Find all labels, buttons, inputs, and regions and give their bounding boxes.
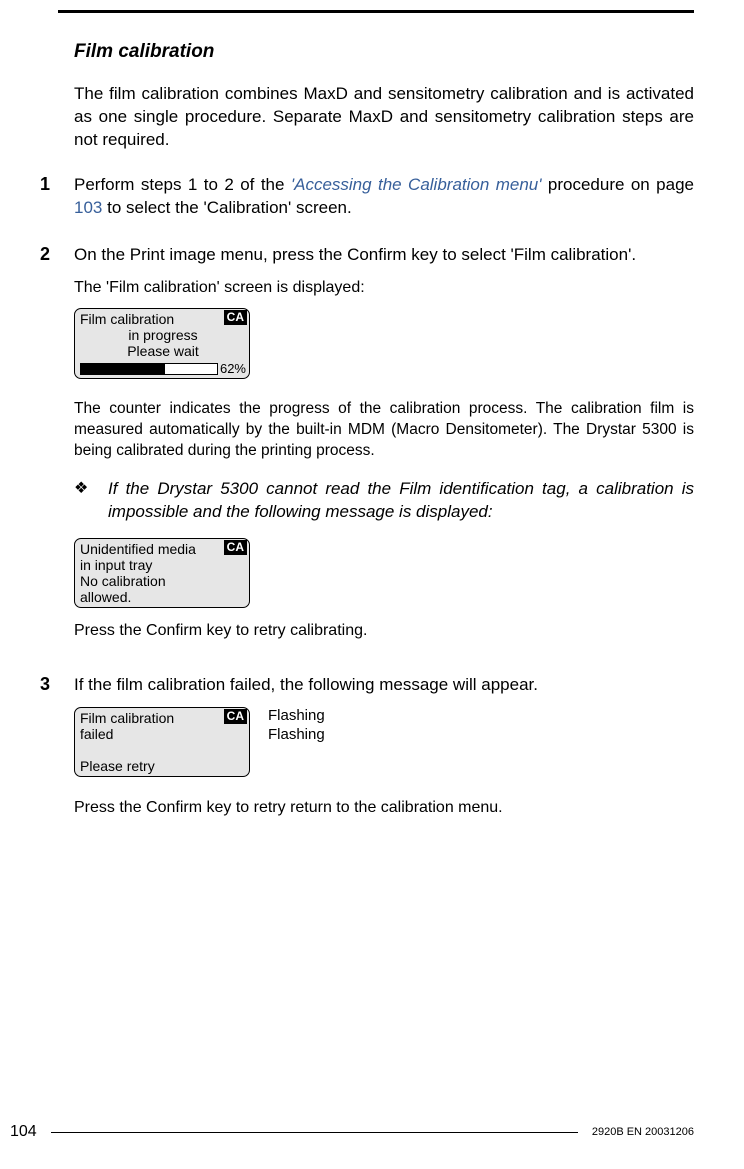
lcd-line: No calibration xyxy=(80,573,246,589)
page: Film calibration The film calibration co… xyxy=(0,0,744,1169)
top-rule xyxy=(58,10,694,13)
lcd-line: Film calibration xyxy=(80,311,246,327)
lcd-line: Unidentified media xyxy=(80,541,246,557)
step-3: 3 If the film calibration failed, the fo… xyxy=(40,674,694,829)
lcd-screen-error: CA Unidentified media in input tray No c… xyxy=(74,538,694,608)
page-number: 104 xyxy=(10,1123,37,1141)
progress-fill xyxy=(81,364,165,374)
lcd-line: in progress xyxy=(80,327,246,343)
progress-percent: 62% xyxy=(220,362,246,377)
note: ❖ If the Drystar 5300 cannot read the Fi… xyxy=(74,478,694,524)
lcd-badge: CA xyxy=(224,540,247,555)
step-body: Perform steps 1 to 2 of the 'Accessing t… xyxy=(74,174,694,230)
step-body: If the film calibration failed, the foll… xyxy=(74,674,694,829)
lcd-badge: CA xyxy=(224,709,247,724)
step-2: 2 On the Print image menu, press the Con… xyxy=(40,244,694,660)
note-bullet-icon: ❖ xyxy=(74,478,108,524)
lcd-line: in input tray xyxy=(80,557,246,573)
content-column: Film calibration The film calibration co… xyxy=(74,41,694,829)
progress-bar xyxy=(80,363,218,375)
progress-row: 62% xyxy=(80,362,246,377)
lcd-line: allowed. xyxy=(80,589,246,605)
step-subtext: Press the Confirm key to retry return to… xyxy=(74,797,694,819)
document-id: 2920B EN 20031206 xyxy=(592,1126,694,1138)
lcd-screen-progress: CA Film calibration in progress Please w… xyxy=(74,308,694,379)
lcd-badge: CA xyxy=(224,310,247,325)
text: to select the 'Calibration' screen. xyxy=(102,198,351,217)
lcd-line: failed xyxy=(80,726,246,742)
lcd-line xyxy=(80,742,246,758)
lcd-display: CA Film calibration failed Please retry xyxy=(74,707,250,777)
step-body: On the Print image menu, press the Confi… xyxy=(74,244,694,660)
side-annotation: Flashing Flashing xyxy=(268,707,325,745)
lcd-display: CA Film calibration in progress Please w… xyxy=(74,308,250,379)
step-number: 1 xyxy=(40,174,74,230)
intro-paragraph: The film calibration combines MaxD and s… xyxy=(74,83,694,152)
page-footer: 104 2920B EN 20031206 xyxy=(0,1123,744,1141)
text: Perform steps 1 to 2 of the xyxy=(74,175,291,194)
footer-rule xyxy=(51,1132,578,1133)
lcd-line: Film calibration xyxy=(80,710,246,726)
step-explanation: The counter indicates the progress of th… xyxy=(74,399,694,462)
flashing-label: Flashing xyxy=(268,726,325,745)
flashing-label: Flashing xyxy=(268,707,325,726)
lcd-screen-failed: CA Film calibration failed Please retry … xyxy=(74,707,694,777)
text: procedure on page xyxy=(541,175,694,194)
note-text: If the Drystar 5300 cannot read the Film… xyxy=(108,478,694,524)
section-title: Film calibration xyxy=(74,41,694,63)
step-subtext: The 'Film calibration' screen is display… xyxy=(74,277,694,299)
lcd-display: CA Unidentified media in input tray No c… xyxy=(74,538,250,608)
step-text: If the film calibration failed, the foll… xyxy=(74,674,694,697)
step-number: 2 xyxy=(40,244,74,660)
step-subtext: Press the Confirm key to retry calibrati… xyxy=(74,620,694,642)
procedure-link[interactable]: 'Accessing the Calibration menu' xyxy=(291,175,542,194)
step-text: On the Print image menu, press the Confi… xyxy=(74,244,694,267)
page-reference-link[interactable]: 103 xyxy=(74,198,102,217)
step-1: 1 Perform steps 1 to 2 of the 'Accessing… xyxy=(40,174,694,230)
step-number: 3 xyxy=(40,674,74,829)
lcd-line: Please wait xyxy=(80,343,246,359)
lcd-line: Please retry xyxy=(80,758,246,774)
